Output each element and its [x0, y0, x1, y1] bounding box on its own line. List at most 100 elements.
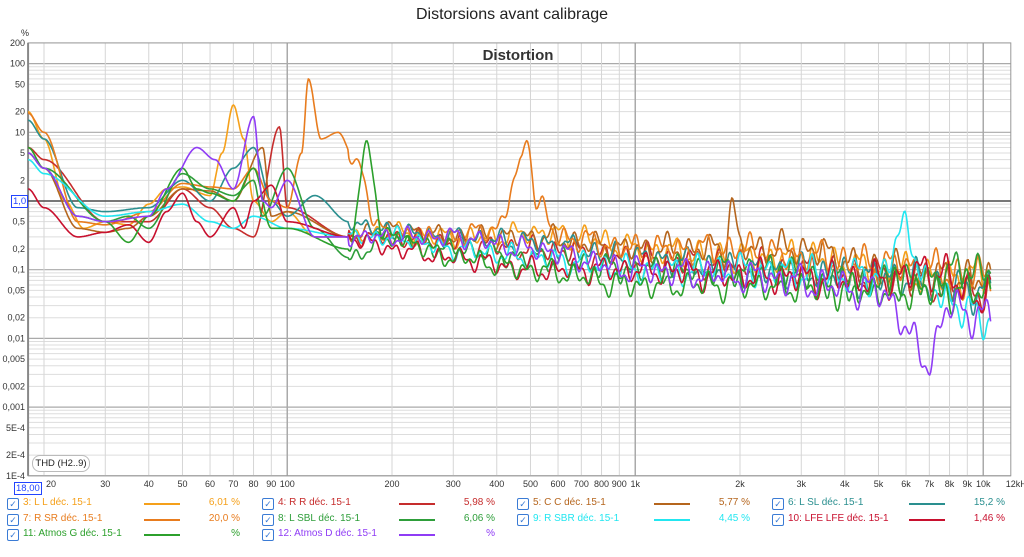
- series-checkbox[interactable]: ✓: [772, 498, 784, 510]
- legend-item: ✓ 6: L SL déc. 15-1 15,2 %: [772, 497, 1022, 511]
- y-tick-label: 0,1: [13, 265, 26, 275]
- y-tick-label: 1E-4: [6, 471, 25, 481]
- series-value: 5,77 %: [718, 497, 750, 508]
- series-checkbox[interactable]: ✓: [7, 498, 19, 510]
- legend-item: ✓ 9: R SBR déc. 15-1 4,45 %: [517, 513, 767, 527]
- x-tick-label: 50: [177, 479, 187, 489]
- series-swatch: [144, 518, 180, 521]
- series-value: %: [231, 528, 240, 539]
- series-value: %: [486, 528, 495, 539]
- thd-button[interactable]: THD (H2..9): [32, 455, 90, 472]
- series-swatch: [144, 534, 180, 536]
- x-tick-label: 7k: [925, 479, 935, 489]
- x-tick-label: 12kHz: [1006, 479, 1024, 489]
- y-axis-unit: %: [21, 28, 29, 38]
- x-tick-label: 60: [205, 479, 215, 489]
- y-tick-label: 20: [15, 107, 25, 117]
- series-swatch: [909, 503, 945, 505]
- series-value: 1,46 %: [973, 512, 1005, 524]
- x-tick-label: 9k: [963, 479, 973, 489]
- legend-item: ✓ 12: Atmos D déc. 15-1%: [262, 528, 512, 542]
- y-tick-label: 5E-4: [6, 423, 25, 433]
- series-checkbox[interactable]: ✓: [7, 513, 19, 526]
- x-tick-label: 4k: [840, 479, 850, 489]
- x-tick-label: 500: [523, 479, 538, 489]
- y-tick-label: 200: [10, 38, 25, 48]
- series-checkbox[interactable]: ✓: [262, 513, 274, 526]
- series-checkbox[interactable]: ✓: [7, 529, 19, 541]
- x-tick-label: 300: [446, 479, 461, 489]
- y-tick-label: 5: [20, 148, 25, 158]
- series-value: 4,45 %: [718, 512, 750, 524]
- legend-item: ✓ 3: L L déc. 15-1 6,01 %: [7, 497, 257, 511]
- series-checkbox[interactable]: ✓: [262, 529, 274, 541]
- frequency-cursor-marker[interactable]: 18,00: [14, 482, 42, 495]
- legend-item: ✓ 7: R SR déc. 15-1 20,0 %: [7, 513, 257, 527]
- x-tick-label: 200: [384, 479, 399, 489]
- y-tick-label: 0,5: [13, 217, 26, 227]
- y-tick-label: 100: [10, 59, 25, 69]
- x-tick-label: 70: [228, 479, 238, 489]
- series-label: 4: R R déc. 15-1: [278, 497, 351, 508]
- series-swatch: [399, 503, 435, 505]
- series-swatch: [399, 534, 435, 536]
- series-label: 7: R SR déc. 15-1: [23, 512, 103, 524]
- legend-item: ✓ 8: L SBL déc. 15-1 6,06 %: [262, 513, 512, 527]
- series-checkbox[interactable]: ✓: [517, 513, 529, 526]
- series-swatch: [654, 503, 690, 505]
- y-tick-label: 0,001: [3, 402, 26, 412]
- series-label: 9: R SBR déc. 15-1: [533, 512, 620, 524]
- series-value: 15,2 %: [973, 497, 1005, 508]
- series-line-10: [27, 115, 992, 376]
- y-tick-label: 0,2: [13, 244, 26, 254]
- x-tick-label: 2k: [735, 479, 745, 489]
- series-label: 3: L L déc. 15-1: [23, 497, 92, 508]
- series-checkbox[interactable]: ✓: [517, 498, 529, 510]
- legend-item: ✓ 10: LFE LFE déc. 15-1 1,46 %: [772, 513, 1022, 527]
- series-label: 8: L SBL déc. 15-1: [278, 512, 361, 524]
- x-tick-label: 90: [266, 479, 276, 489]
- x-tick-label: 40: [144, 479, 154, 489]
- x-tick-label: 400: [489, 479, 504, 489]
- x-tick-label: 6k: [901, 479, 911, 489]
- reference-marker[interactable]: 1,0: [11, 195, 29, 208]
- y-tick-label: 0,005: [3, 354, 26, 364]
- legend-item: ✓ 5: C C déc. 15-1 5,77 %: [517, 497, 767, 511]
- series-label: 11: Atmos G déc. 15-1: [23, 528, 122, 539]
- series-value: 20,0 %: [208, 512, 240, 524]
- distortion-chart: 200 100 50 20 10 5 2 0,5 0,2 0,1 0,05 0,02 0,01 0,005…: [3, 28, 1024, 489]
- series-value: 6,01 %: [208, 497, 240, 508]
- y-tick-label: 0,002: [3, 381, 26, 391]
- x-tick-label: 100: [280, 479, 295, 489]
- series-label: 6: L SL déc. 15-1: [788, 497, 864, 508]
- y-tick-label: 10: [15, 127, 25, 137]
- series-line-9: [27, 140, 992, 316]
- legend-item: ✓ 11: Atmos G déc. 15-1%: [7, 528, 257, 542]
- series-swatch: [399, 518, 435, 521]
- chart-title: Distortion: [483, 47, 554, 64]
- legend-item: ✓ 4: R R déc. 15-1 5,98 %: [262, 497, 512, 511]
- x-tick-label: 10k: [976, 479, 991, 489]
- y-tick-label: 2: [20, 175, 25, 185]
- y-tick-label: 0,01: [8, 333, 26, 343]
- x-tick-label: 80: [249, 479, 259, 489]
- x-tick-label: 600: [551, 479, 566, 489]
- series-swatch: [654, 518, 690, 521]
- x-tick-label: 20: [46, 479, 56, 489]
- x-tick-label: 800: [594, 479, 609, 489]
- series-label: 5: C C déc. 15-1: [533, 497, 606, 508]
- series-checkbox[interactable]: ✓: [772, 513, 784, 526]
- y-tick-label: 0,02: [8, 313, 26, 323]
- series-label: 10: LFE LFE déc. 15-1: [788, 512, 889, 524]
- x-tick-label: 3k: [797, 479, 807, 489]
- y-tick-label: 0,05: [8, 285, 26, 295]
- series-value: 5,98 %: [463, 497, 495, 508]
- y-tick-label: 2E-4: [6, 450, 25, 460]
- series-value: 6,06 %: [463, 512, 495, 524]
- window-title: Distorsions avant calibrage: [415, 6, 609, 23]
- x-tick-label: 700: [574, 479, 589, 489]
- series-checkbox[interactable]: ✓: [262, 498, 274, 510]
- series-swatch: [144, 503, 180, 505]
- series-line-3: [27, 146, 992, 302]
- x-tick-label: 30: [100, 479, 110, 489]
